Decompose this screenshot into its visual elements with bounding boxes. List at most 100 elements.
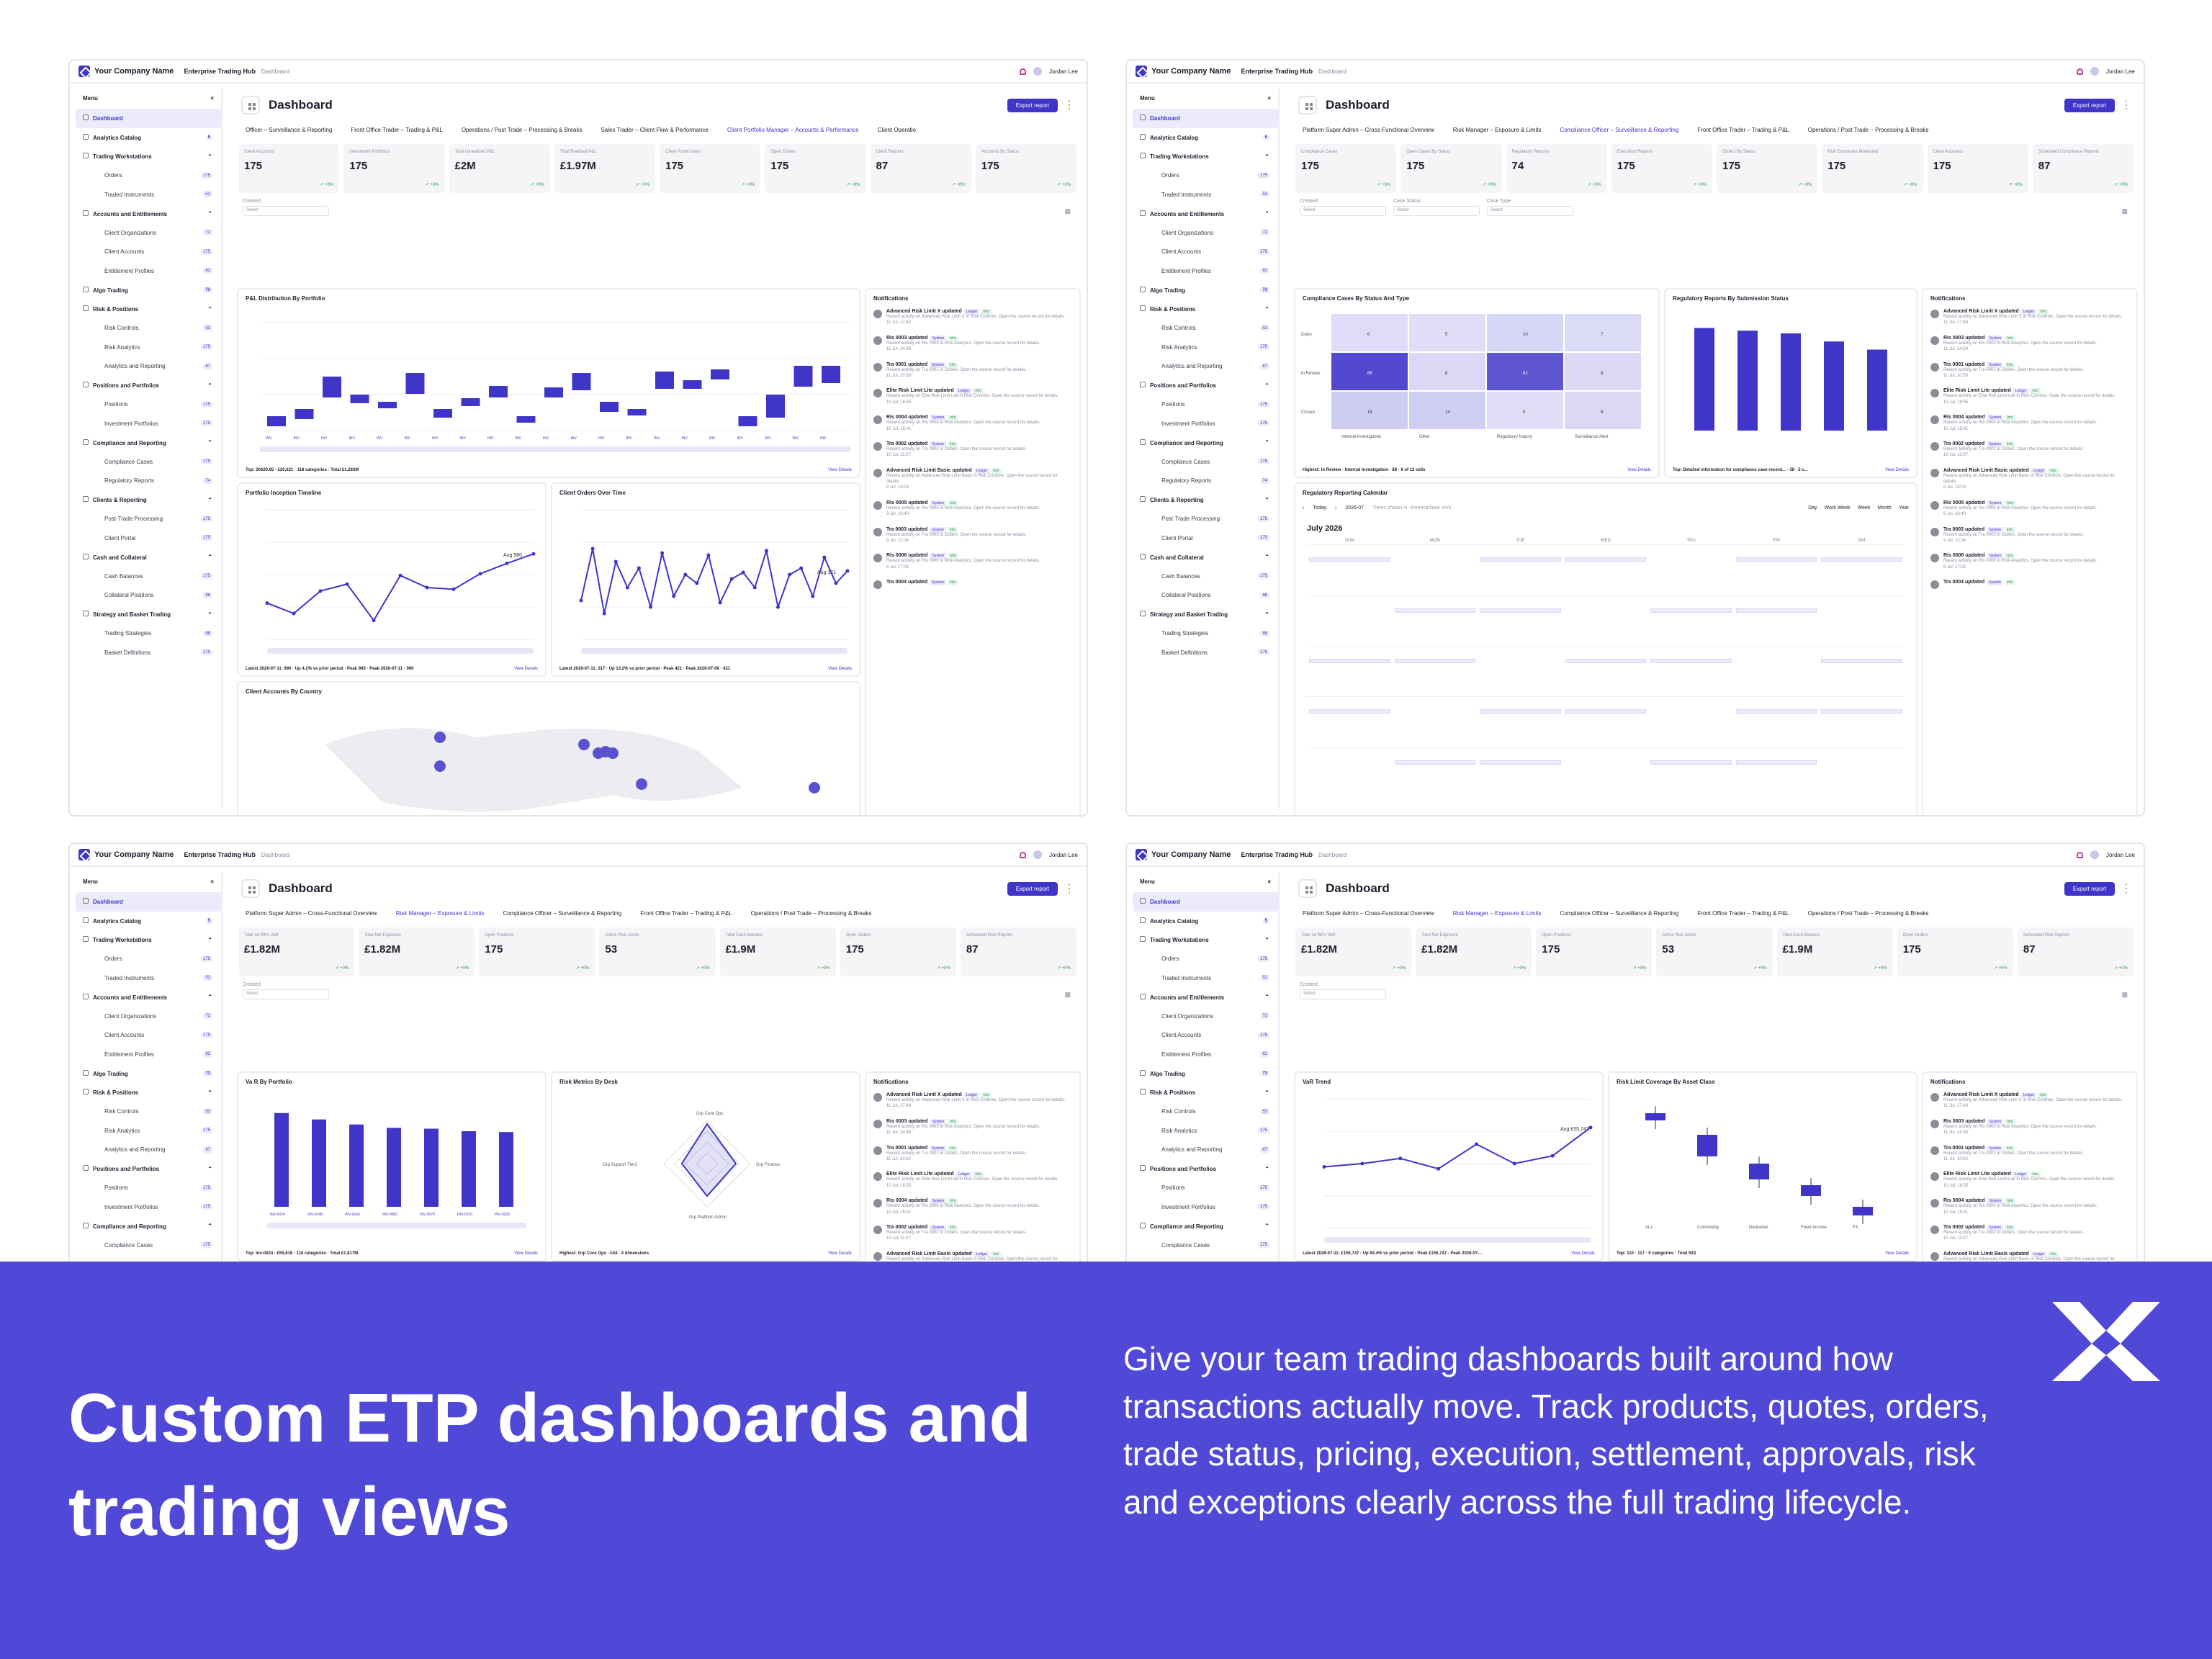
map-marker[interactable] [434,760,446,772]
view-details-link[interactable]: View Details [1627,468,1651,472]
sidebar-item-clients-reporting[interactable]: Clients & Reporting ⌃ [76,490,221,510]
kpi-card[interactable]: Scheduled Risk Reports 87 ↗ +0% [960,927,1076,976]
calendar-day[interactable] [1307,544,1393,593]
close-icon[interactable]: × [210,95,214,102]
notification-item[interactable]: Tra 0002 updated System Info Recent activit… [1930,441,2129,459]
tab-1[interactable]: Risk Manager – Exposure & Limits [1452,127,1542,133]
notification-item[interactable]: Advanced Risk Limit X updated Ledger Info R… [873,309,1072,326]
sidebar-item-dashboard[interactable]: Dashboard [76,109,221,128]
notification-item[interactable]: Ris 0003 updated System Info Recent activit… [1930,1118,2129,1136]
sidebar-item-cash-balances[interactable]: Cash Balances 175 [1133,567,1278,586]
view-details-link[interactable]: View Details [514,667,538,671]
sidebar-item-traded-instruments[interactable]: Traded Instruments 52 [76,968,221,988]
chevron-up-icon[interactable]: ⌃ [1264,1089,1269,1096]
sidebar-item-investment-portfolios[interactable]: Investment Portfolios 175 [76,414,221,433]
sidebar-item-client-portal[interactable]: Client Portal 175 [76,529,221,548]
calendar-day[interactable] [1392,696,1478,745]
filter-select[interactable]: Select [1487,206,1573,216]
notification-item[interactable]: Ris 0003 updated System Info Recent activit… [1930,335,2129,353]
chevron-up-icon[interactable]: ⌃ [207,153,212,160]
kpi-card[interactable]: Scheduled Compliance Reports 87 ↗ +0% [2032,144,2134,193]
chevron-up-icon[interactable]: ⌃ [207,382,212,389]
event-chip[interactable] [1309,557,1390,562]
sidebar-item-analytics-catalog[interactable]: Analytics Catalog 5 [1133,912,1278,931]
tab-2[interactable]: Compliance Officer – Surveillance & Repo… [1560,910,1679,917]
sidebar-item-analytics-and-reporting[interactable]: Analytics and Reporting 87 [1133,357,1278,377]
bell-icon[interactable] [2076,68,2083,75]
calendar-day[interactable] [1478,645,1563,695]
range-slider[interactable] [1324,1237,1591,1243]
notification-item[interactable]: Elite Risk Limit Lite updated Ledger Info R… [1930,1172,2129,1189]
sidebar-item-algo-trading[interactable]: Algo Trading 73 [1133,1064,1278,1084]
calendar-day[interactable] [1392,645,1478,695]
tab-3[interactable]: Front Office Trader – Trading & P&L [1697,910,1789,917]
sidebar-item-clients-reporting[interactable]: Clients & Reporting ⌃ [1133,490,1278,510]
event-chip[interactable] [1394,658,1476,663]
sidebar-item-orders[interactable]: Orders 175 [1133,166,1278,186]
calendar-day[interactable] [1307,696,1393,745]
kpi-card[interactable]: Total Realized P&L £1.97M ↗ +0% [554,144,655,193]
view-option[interactable]: Year [1898,505,1909,511]
sidebar-item-strategy-and-basket-trading[interactable]: Strategy and Basket Trading ⌃ [76,605,221,624]
notification-item[interactable]: Advanced Risk Limit X updated Ledger Info R… [1930,309,2129,326]
sidebar-item-algo-trading[interactable]: Algo Trading 73 [1133,281,1278,300]
chevron-up-icon[interactable]: ⌃ [1264,210,1269,217]
sidebar-item-compliance-cases[interactable]: Compliance Cases 175 [76,1236,221,1255]
sidebar-item-dashboard[interactable]: Dashboard [1133,892,1278,912]
sidebar-item-trading-workstations[interactable]: Trading Workstations ⌃ [76,930,221,950]
sidebar-item-algo-trading[interactable]: Algo Trading 73 [76,1064,221,1084]
event-chip[interactable] [1821,709,1902,714]
tab-4[interactable]: Operations / Post Trade – Processing & B… [1807,127,1929,133]
sidebar-item-client-accounts[interactable]: Client Accounts 175 [1133,243,1278,262]
sidebar-item-client-portal[interactable]: Client Portal 175 [1133,529,1278,548]
sidebar-item-investment-portfolios[interactable]: Investment Portfolios 175 [76,1197,221,1217]
notification-item[interactable]: Ris 0004 updated System Info Recent activit… [1930,415,2129,432]
calendar-day[interactable] [1733,747,1820,796]
sidebar-item-collateral-positions[interactable]: Collateral Positions 86 [76,586,221,606]
chevron-up-icon[interactable]: ⌃ [1264,936,1269,943]
chevron-up-icon[interactable]: ⌃ [207,496,212,503]
sidebar-item-analytics-catalog[interactable]: Analytics Catalog 5 [76,912,221,931]
sidebar-item-client-organizations[interactable]: Client Organizations 72 [1133,1007,1278,1026]
sidebar-item-traded-instruments[interactable]: Traded Instruments 52 [1133,968,1278,988]
sidebar-item-client-organizations[interactable]: Client Organizations 72 [76,1007,221,1026]
event-chip[interactable] [1309,658,1390,663]
avatar[interactable] [1033,67,1042,76]
chevron-up-icon[interactable]: ⌃ [1264,554,1269,561]
notification-item[interactable]: Advanced Risk Limit Basic updated Ledger I… [1930,467,2129,491]
sidebar-item-entitlement-profiles[interactable]: Entitlement Profiles 82 [76,1045,221,1064]
sidebar-item-regulatory-reports[interactable]: Regulatory Reports 74 [76,472,221,491]
chevron-up-icon[interactable]: ⌃ [1264,439,1269,446]
notification-item[interactable]: Ris 0004 updated System Info Recent activit… [1930,1198,2129,1215]
filter-select[interactable]: Select [1300,206,1386,216]
sidebar-item-positions[interactable]: Positions 175 [1133,395,1278,415]
tab-1[interactable]: Risk Manager – Exposure & Limits [395,910,485,917]
calendar-day[interactable] [1392,595,1478,644]
sidebar-item-cash-and-collateral[interactable]: Cash and Collateral ⌃ [76,548,221,567]
calendar-day[interactable] [1819,645,1905,695]
month-picker[interactable]: 2026-07 [1345,505,1364,511]
view-option[interactable]: Week [1857,505,1871,511]
close-icon[interactable]: × [1267,878,1271,885]
sidebar-item-orders[interactable]: Orders 175 [1133,950,1278,969]
kpi-card[interactable]: Open Cases By Status 175 ↗ +0% [1401,144,1502,193]
sidebar-item-risk-positions[interactable]: Risk & Positions ⌃ [76,300,221,319]
calendar-day[interactable] [1819,696,1905,745]
close-icon[interactable]: × [210,878,214,885]
tab-3[interactable]: Front Office Trader – Trading & P&L [640,910,732,917]
tab-0[interactable]: Officer – Surveillance & Reporting [246,127,333,133]
chevron-up-icon[interactable]: ⌃ [207,994,212,1001]
sidebar-item-orders[interactable]: Orders 175 [76,166,221,186]
notification-item[interactable]: Tra 0001 updated System Info Recent activit… [1930,361,2129,379]
user-name[interactable]: Jordan Lee [2105,851,2135,858]
notification-item[interactable]: Advanced Risk Limit X updated Ledger Info R… [873,1092,1072,1110]
sidebar-item-accounts-and-entitlements[interactable]: Accounts and Entitlements ⌃ [76,204,221,224]
notification-item[interactable]: Ris 0003 updated System Info Recent activit… [873,1118,1072,1136]
sidebar-item-risk-analytics[interactable]: Risk Analytics 175 [1133,338,1278,357]
event-chip[interactable] [1480,709,1561,714]
hub-name[interactable]: Enterprise Trading Hub [1241,851,1313,858]
calendar-day[interactable] [1392,544,1478,593]
sidebar-item-orders[interactable]: Orders 175 [76,950,221,969]
sidebar-item-client-organizations[interactable]: Client Organizations 72 [76,223,221,243]
